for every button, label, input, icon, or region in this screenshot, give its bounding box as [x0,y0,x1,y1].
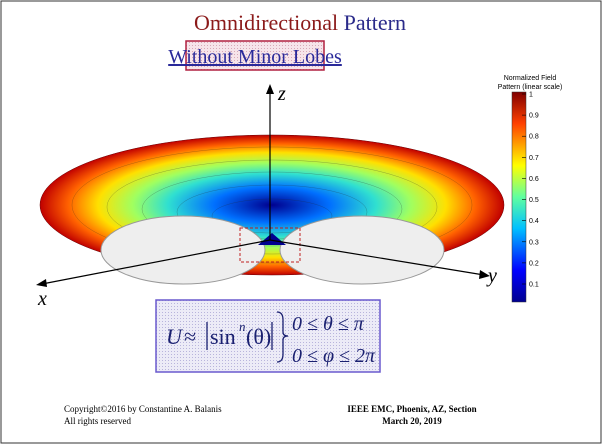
footer-right: IEEE EMC, Phoenix, AZ, Section [347,404,476,414]
colorbar-tick-label: 0.4 [529,218,539,225]
eq-arg: (θ) [246,324,271,349]
subtitle: Without Minor Lobes [168,46,342,68]
footer-left: Copyright©2016 by Constantine A. Balanis [64,404,222,414]
colorbar-tick-label: 0.8 [529,134,539,141]
colorbar-title: Pattern (linear scale) [498,84,563,91]
eq-lhs: U [166,324,184,349]
eq-approx: ≈ [184,324,196,349]
z-label: z [277,83,286,105]
colorbar-tick-label: 0.6 [529,176,539,183]
footer-left: All rights reserved [64,416,131,426]
x-label: x [37,288,47,310]
eq-power: n [239,319,246,334]
colorbar-tick-label: 0.2 [529,260,539,267]
colorbar-tick-label: 0.7 [529,155,539,162]
footer-right: March 20, 2019 [382,416,442,426]
y-label: y [486,265,497,287]
title: Omnidirectional Pattern [194,10,406,35]
colorbar-tick-label: 0.9 [529,113,539,120]
eq-range1: 0 ≤ θ ≤ π [292,313,365,335]
colorbar-tick-label: 0.3 [529,239,539,246]
eq-range2: 0 ≤ φ ≤ 2π [292,345,376,367]
colorbar-tick-label: 0.5 [529,197,539,204]
colorbar-tick-label: 0.1 [529,282,539,289]
eq-func: sin [210,324,236,349]
pattern-3d [40,135,504,284]
colorbar-title: Normalized Field [504,75,557,82]
colorbar-tick-label: 1 [529,92,533,99]
slide: Omnidirectional Pattern Without Minor Lo… [0,0,602,444]
